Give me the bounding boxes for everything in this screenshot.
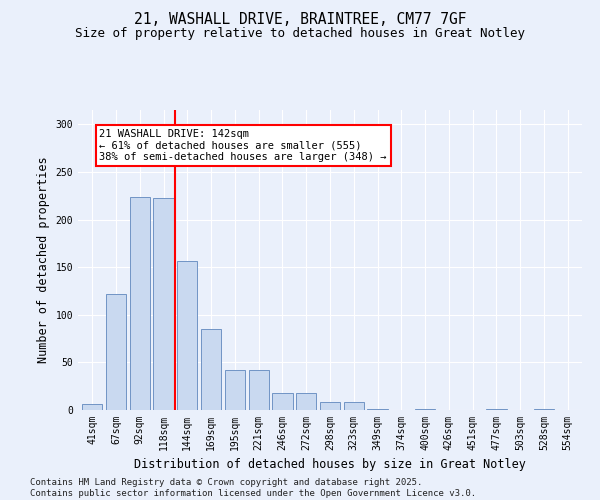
Text: Contains HM Land Registry data © Crown copyright and database right 2025.
Contai: Contains HM Land Registry data © Crown c…	[30, 478, 476, 498]
Bar	[296, 393, 316, 410]
Bar	[201, 329, 221, 410]
Bar	[130, 196, 150, 410]
Bar	[272, 393, 293, 410]
Bar	[534, 409, 554, 410]
Bar	[82, 404, 103, 410]
Bar	[344, 402, 364, 410]
Text: 21 WASHALL DRIVE: 142sqm
← 61% of detached houses are smaller (555)
38% of semi-: 21 WASHALL DRIVE: 142sqm ← 61% of detach…	[100, 129, 387, 162]
X-axis label: Distribution of detached houses by size in Great Notley: Distribution of detached houses by size …	[134, 458, 526, 471]
Bar	[225, 370, 245, 410]
Bar	[106, 294, 126, 410]
Bar	[415, 409, 435, 410]
Bar	[487, 409, 506, 410]
Bar	[154, 198, 173, 410]
Bar	[367, 409, 388, 410]
Bar	[320, 402, 340, 410]
Text: 21, WASHALL DRIVE, BRAINTREE, CM77 7GF: 21, WASHALL DRIVE, BRAINTREE, CM77 7GF	[134, 12, 466, 28]
Bar	[248, 370, 269, 410]
Y-axis label: Number of detached properties: Number of detached properties	[37, 156, 50, 364]
Bar	[177, 262, 197, 410]
Text: Size of property relative to detached houses in Great Notley: Size of property relative to detached ho…	[75, 28, 525, 40]
